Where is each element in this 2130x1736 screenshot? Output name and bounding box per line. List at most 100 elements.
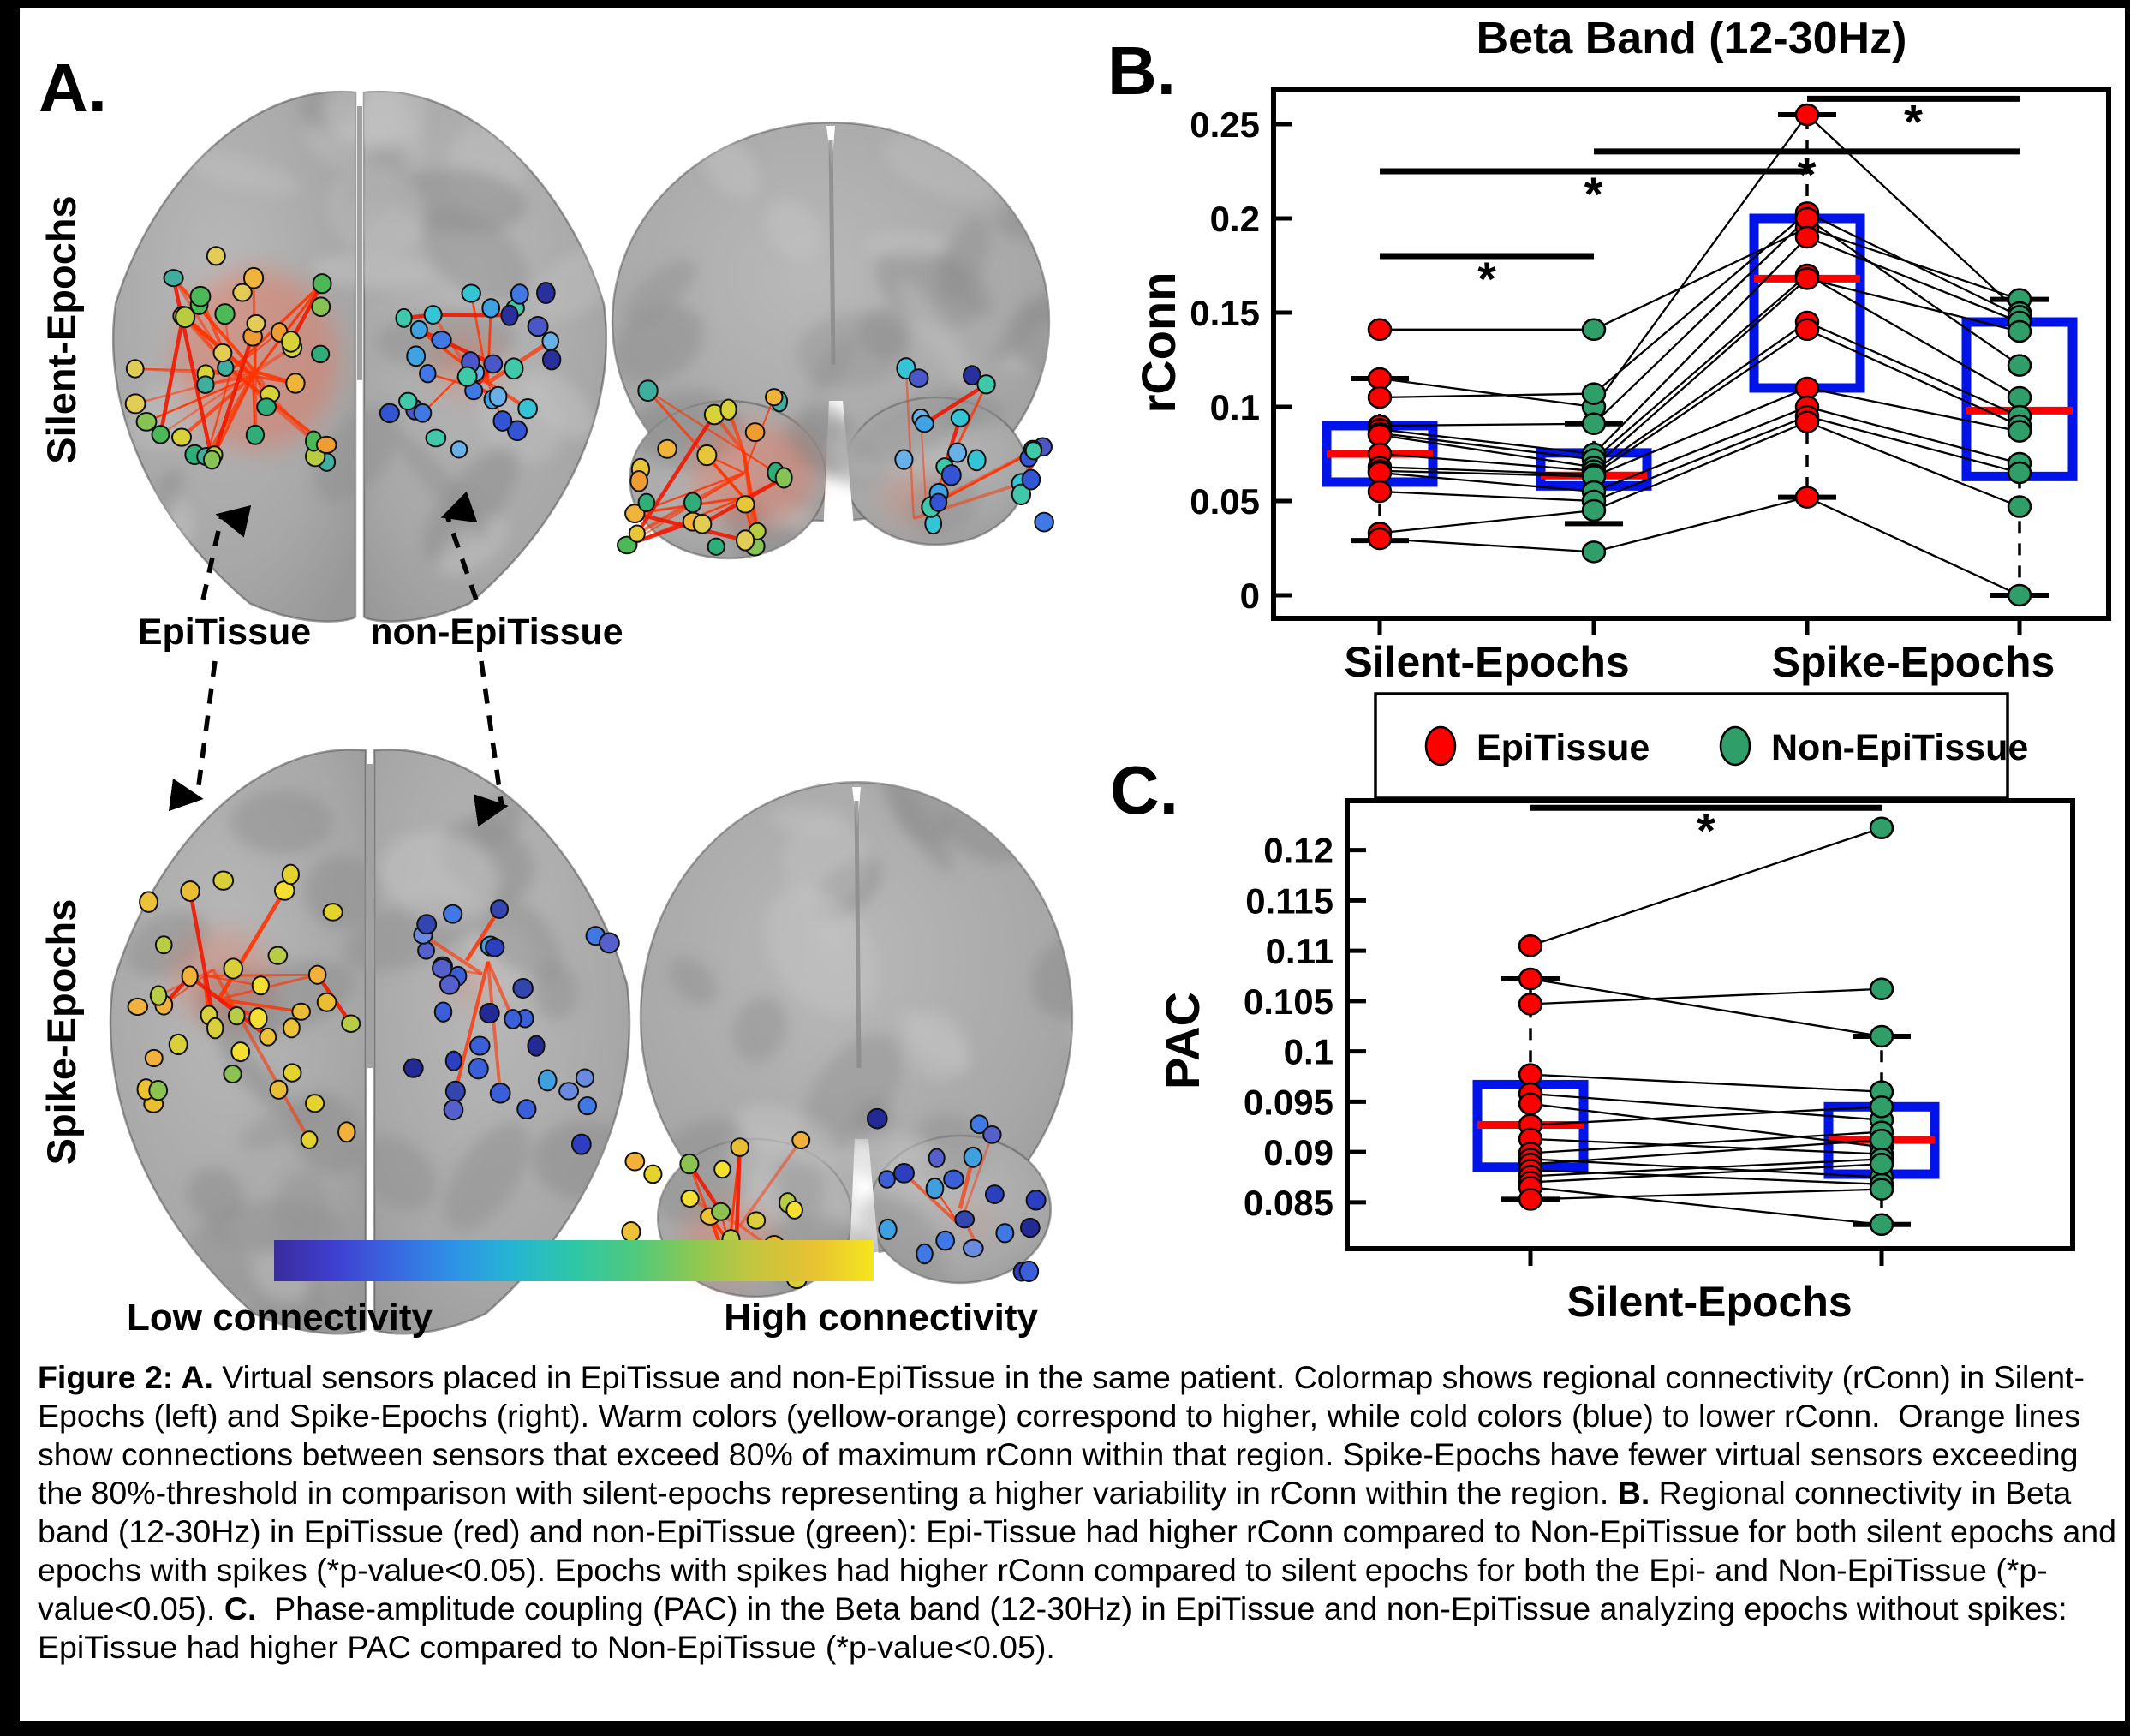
virtual-sensor-dot — [711, 1202, 731, 1221]
annotation-non-epitissue: non-EpiTissue — [370, 611, 623, 653]
connectivity-colorbar — [274, 1240, 874, 1281]
significance-asterisk: * — [1904, 94, 1923, 148]
virtual-sensor-dot — [305, 1094, 325, 1113]
significance-asterisk: * — [1798, 147, 1817, 201]
virtual-sensor-dot — [637, 492, 656, 513]
virtual-sensor-dot — [575, 1068, 594, 1088]
virtual-sensor-dot — [1021, 468, 1041, 491]
virtual-sensor-dot — [139, 891, 158, 913]
virtual-sensor-dot — [512, 977, 534, 999]
virtual-sensor-dot — [251, 975, 270, 996]
virtual-sensor-dot — [433, 1001, 453, 1023]
virtual-sensor-dot — [341, 1014, 361, 1033]
virtual-sensor-dot — [637, 379, 659, 403]
patient-pair-line — [1530, 1102, 1882, 1148]
virtual-sensor-dot — [214, 303, 236, 325]
virtual-sensor-dot — [719, 398, 737, 421]
virtual-sensor-dot — [510, 283, 529, 305]
virtual-sensor-dot — [311, 296, 331, 318]
y-tick-label: 0 — [1240, 576, 1260, 616]
virtual-sensor-dot — [908, 368, 929, 388]
patient-pair-line — [1530, 1163, 1882, 1184]
virtual-sensor-dot — [443, 904, 463, 924]
virtual-sensor-dot — [259, 1027, 277, 1047]
virtual-sensor-dot — [599, 932, 620, 954]
virtual-sensor-dot — [947, 442, 968, 463]
y-tick-label: 0.12 — [1263, 831, 1333, 871]
virtual-sensor-dot — [461, 283, 481, 303]
virtual-sensor-dot — [527, 315, 549, 337]
virtual-sensor-dot — [168, 1033, 188, 1056]
y-tick-label: 0.15 — [1190, 293, 1260, 333]
virtual-sensor-dot — [125, 359, 145, 379]
virtual-sensor-dot — [765, 388, 784, 407]
virtual-sensor-dot — [417, 941, 435, 960]
virtual-sensor-dot — [124, 393, 146, 415]
virtual-sensor-dot — [516, 1099, 537, 1119]
panel-a — [109, 90, 1074, 1335]
panel-c-plot: 0.085 0.09 0.095 0.1 0.105 0.11 0.115 0.12 * — [1244, 798, 2075, 1266]
virtual-sensor-dot — [212, 870, 235, 891]
virtual-sensor-dot — [504, 1009, 522, 1029]
virtual-sensor-dot — [1025, 1190, 1047, 1211]
virtual-sensor-dot — [683, 492, 702, 514]
data-marker-epitissue — [1518, 1092, 1543, 1116]
patient-pair-line — [1379, 273, 2020, 461]
data-marker-epitissue — [1794, 486, 1820, 509]
patient-pair-line — [1379, 113, 2020, 409]
virtual-sensor-dot — [315, 435, 337, 455]
patient-pair-line — [1530, 977, 1882, 1038]
y-tick-label: 0.115 — [1245, 880, 1333, 921]
virtual-sensor-dot — [628, 524, 646, 543]
virtual-sensor-dot — [175, 306, 196, 329]
virtual-sensor-dot — [490, 899, 510, 919]
virtual-sensor-dot — [416, 914, 438, 935]
virtual-sensor-dot — [151, 425, 170, 444]
data-marker-non-epitissue — [2007, 385, 2032, 409]
virtual-sensor-dot — [954, 1210, 976, 1229]
virtual-sensor-dot — [281, 863, 300, 886]
data-marker-non-epitissue — [1869, 977, 1894, 1001]
data-marker-non-epitissue — [1869, 1178, 1894, 1201]
virtual-sensor-dot — [232, 283, 253, 302]
data-marker-non-epitissue — [1581, 382, 1607, 405]
virtual-sensor-dot — [878, 1218, 898, 1240]
brain-texture — [128, 92, 606, 575]
virtual-sensor-dot — [962, 1238, 984, 1258]
virtual-sensor-dot — [212, 343, 233, 363]
virtual-sensor-dot — [963, 1146, 983, 1168]
brain-texture — [651, 782, 1072, 1297]
panel-b-xlabel-silent: Silent-Epochs — [1344, 638, 1629, 686]
patient-pair-line — [1379, 236, 2020, 456]
virtual-sensor-dot — [541, 349, 562, 371]
virtual-sensor-dot — [707, 537, 725, 556]
virtual-sensor-dot — [395, 307, 413, 328]
virtual-sensor-dot — [283, 1017, 301, 1039]
virtual-sensor-dot — [984, 1184, 1005, 1204]
virtual-sensor-dot — [443, 1099, 464, 1121]
panel-b-xlabel-spike: Spike-Epochs — [1772, 638, 2055, 686]
virtual-sensor-dot — [929, 492, 948, 512]
virtual-sensor-dot — [444, 1080, 466, 1102]
virtual-sensor-dot — [189, 285, 212, 307]
panel-c-xlabel: Silent-Epochs — [1566, 1278, 1852, 1326]
virtual-sensor-dot — [893, 1163, 916, 1184]
virtual-sensor-dot — [643, 1164, 663, 1184]
patient-pair-line — [1379, 277, 2020, 468]
virtual-sensor-dot — [976, 374, 996, 395]
virtual-sensor-dot — [300, 1130, 319, 1149]
panel-b-plot: 0 0.05 0.1 0.15 0.2 0.25 * * * * — [1190, 87, 2111, 635]
virtual-sensor-dot — [413, 403, 433, 423]
y-tick-label: 0.1 — [1210, 387, 1260, 427]
virtual-sensor-dot — [425, 428, 447, 448]
virtual-sensor-dot — [488, 385, 508, 408]
virtual-sensor-dot — [267, 946, 289, 965]
data-marker-non-epitissue — [1869, 1213, 1894, 1237]
panel-b-ylabel: rConn — [1131, 272, 1185, 414]
plot-frame — [1271, 87, 2111, 621]
legend-non-epitissue-marker-icon — [1719, 725, 1751, 767]
virtual-sensor-dot — [878, 1170, 896, 1189]
epitissue-arrow-down-icon — [168, 660, 218, 812]
virtual-sensor-dot — [170, 427, 193, 447]
patient-pair-line — [1379, 212, 2020, 399]
